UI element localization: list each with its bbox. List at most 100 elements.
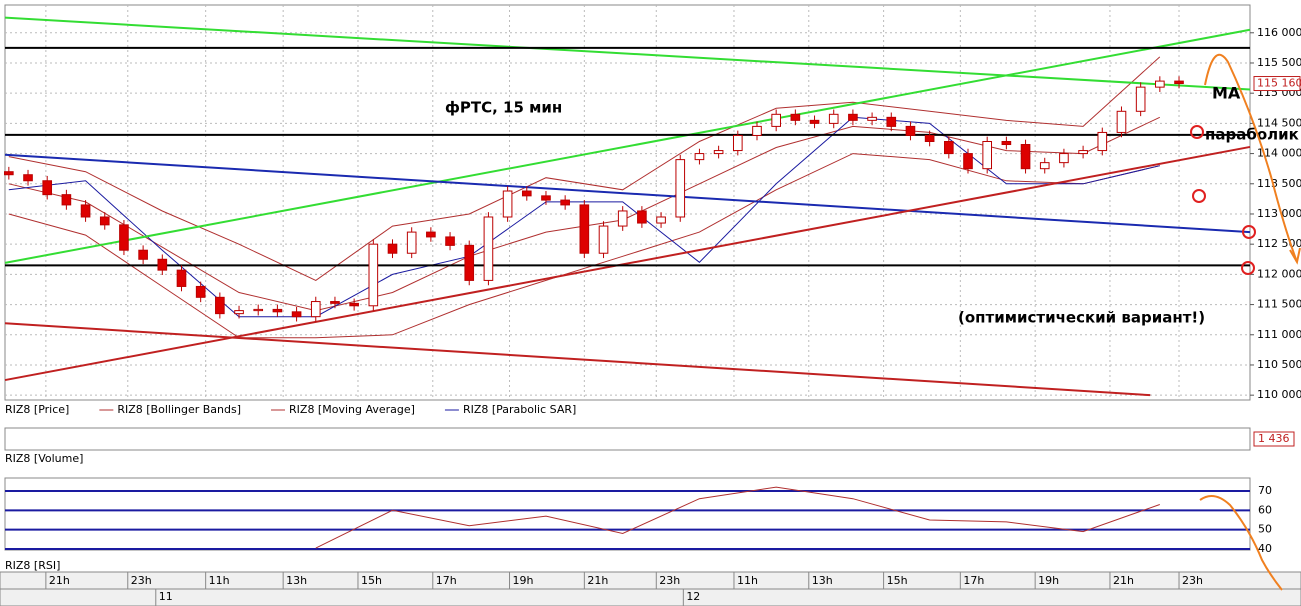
candle-body — [694, 153, 705, 161]
y-tick-label: 110 000 — [1257, 388, 1301, 401]
candle-body — [752, 125, 762, 136]
circles — [1190, 125, 1256, 275]
candle-body — [771, 113, 781, 127]
candle-body — [560, 199, 570, 206]
candle-body — [1001, 140, 1012, 146]
y-tick-label: 50 — [1258, 523, 1272, 536]
trend-line — [4, 145, 1251, 382]
volume-value-label: 1 436 — [1258, 432, 1290, 445]
legend-label: RIZ8 [Bollinger Bands] — [117, 403, 241, 416]
candle-body — [732, 134, 743, 152]
x-tick-label: 17h — [963, 574, 984, 587]
date-tick-label: 11 — [159, 590, 173, 603]
x-tick-label: 15h — [887, 574, 908, 587]
trend-line — [4, 153, 1251, 234]
candle-body — [1020, 144, 1031, 170]
candle-body — [963, 153, 973, 170]
candle-body — [157, 258, 168, 271]
candle-body — [982, 140, 993, 170]
candle-body — [330, 301, 340, 304]
x-tick-label: 11h — [737, 574, 758, 587]
candle-body — [176, 269, 187, 287]
x-tick-label: 19h — [513, 574, 534, 587]
candle-body — [483, 216, 494, 281]
annotation: параболик — [1205, 126, 1299, 144]
candle-body — [80, 204, 91, 218]
date-tick-label: 12 — [686, 590, 700, 603]
trend-line — [4, 16, 1251, 91]
candle-body — [598, 225, 609, 254]
candle-body — [1174, 80, 1184, 85]
candle-body — [1097, 131, 1108, 152]
annotation: МА — [1212, 84, 1241, 103]
y-tick-label: 112 000 — [1257, 267, 1301, 280]
candle-body — [1078, 150, 1088, 155]
x-tick-label: 11h — [209, 574, 230, 587]
x-tick-label: 13h — [286, 574, 307, 587]
candle-body — [905, 125, 916, 136]
candle-body — [675, 159, 686, 218]
y-tick-label: 111 000 — [1257, 328, 1301, 341]
y-tick-label: 114 000 — [1257, 147, 1301, 160]
candle-body — [1155, 80, 1165, 88]
candle-body — [1059, 153, 1069, 164]
price-panel — [4, 4, 1251, 401]
candle-body — [637, 210, 647, 224]
candle-body — [426, 231, 436, 238]
x-tick-label: 13h — [812, 574, 833, 587]
y-tick-label: 114 500 — [1257, 116, 1301, 129]
candle-body — [541, 195, 551, 201]
candle-body — [215, 296, 225, 315]
candle-body — [617, 210, 628, 227]
y-tick-label: 116 000 — [1257, 26, 1301, 39]
legend-label: RIZ8 [Price] — [5, 403, 69, 416]
candle-body — [464, 244, 475, 281]
candle-body — [291, 311, 302, 318]
trend-line — [4, 28, 1251, 264]
legend-label: RIZ8 [Parabolic SAR] — [463, 403, 576, 416]
candle-body — [195, 285, 206, 298]
y-tick-label: 111 500 — [1257, 298, 1301, 311]
x-tick-label: 23h — [659, 574, 680, 587]
rsi-panel — [4, 477, 1251, 551]
chart-title: фРТС, 15 мин — [445, 99, 562, 117]
candle-body — [253, 308, 264, 312]
overlay-line — [8, 56, 1161, 281]
y-tick-label: 113 500 — [1257, 177, 1301, 190]
candle-body — [809, 119, 820, 124]
x-tick-label: 23h — [131, 574, 152, 587]
candle-body — [828, 113, 839, 124]
candle-body — [272, 308, 283, 313]
candle-body — [848, 113, 858, 121]
candle-body — [387, 243, 398, 254]
x-tick-label: 15h — [361, 574, 382, 587]
volume-panel — [4, 427, 1251, 451]
candle-body — [349, 302, 359, 307]
candle-body — [886, 116, 897, 127]
candle-body — [924, 134, 935, 142]
x-tick-label: 17h — [436, 574, 457, 587]
y-tick-label: 112 500 — [1257, 237, 1301, 250]
x-tick-label: 21h — [1113, 574, 1134, 587]
candle-body — [234, 310, 244, 315]
candle-body — [656, 216, 666, 224]
forecast-sketch — [1199, 53, 1301, 591]
y-tick-label: 70 — [1258, 484, 1272, 497]
x-tick-label: 21h — [49, 574, 70, 587]
candle-body — [521, 190, 532, 197]
candle-body — [368, 243, 379, 307]
y-tick-label: 115 500 — [1257, 56, 1301, 69]
candle-body — [310, 301, 321, 318]
panel-label: RIZ8 [RSI] — [5, 559, 60, 572]
rsi-line — [315, 486, 1160, 549]
candle-body — [23, 174, 33, 182]
candle-body — [579, 204, 590, 254]
volume-value-box — [1253, 431, 1295, 447]
candle-body — [867, 116, 877, 121]
last-price-box — [1253, 76, 1301, 92]
candle-body — [4, 171, 14, 176]
y-tick-label: 110 500 — [1257, 358, 1301, 371]
candle-body — [1116, 110, 1127, 133]
candle-body — [944, 140, 954, 155]
